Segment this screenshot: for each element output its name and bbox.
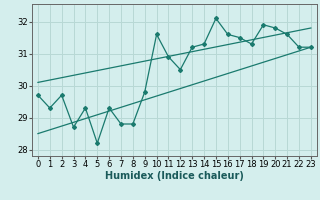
X-axis label: Humidex (Indice chaleur): Humidex (Indice chaleur) <box>105 171 244 181</box>
